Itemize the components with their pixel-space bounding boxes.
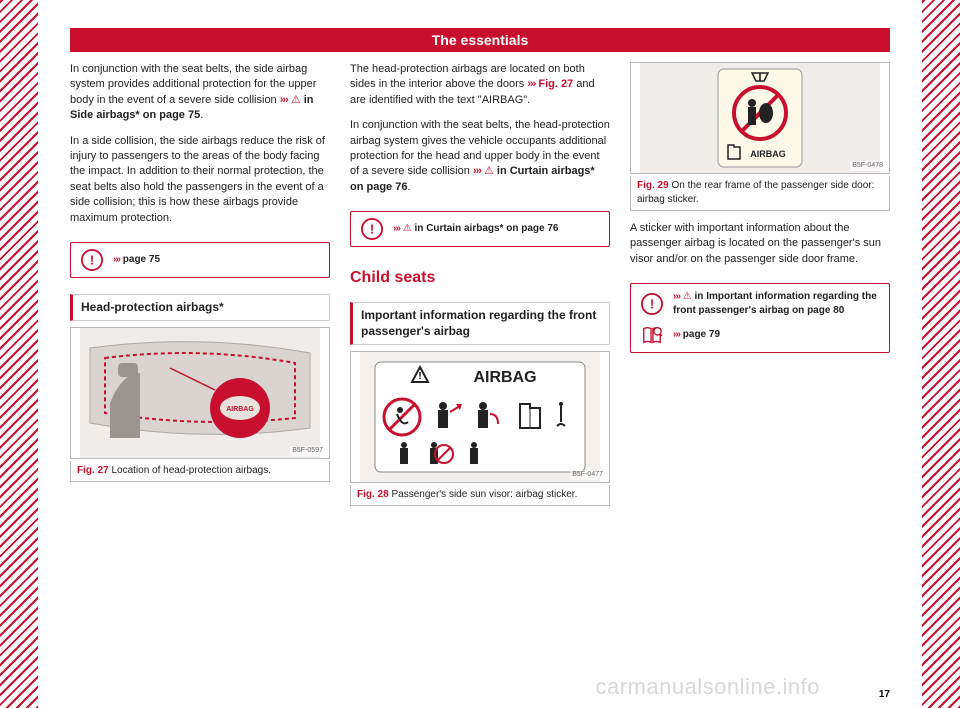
warn-text: ››› page 75 bbox=[113, 253, 160, 267]
text: in Curtain airbags* on page 76 bbox=[415, 223, 559, 234]
figure-27-caption: Fig. 27 Location of head-protection airb… bbox=[70, 461, 330, 482]
col1-para2: In a side collision, the side airbags re… bbox=[70, 134, 330, 226]
section-child-seats: Child seats bbox=[350, 267, 610, 289]
warning-box: ! ››› ⚠ in Curtain airbags* on page 76 bbox=[350, 211, 610, 247]
text: page 79 bbox=[683, 329, 720, 340]
svg-text:!: ! bbox=[90, 252, 94, 267]
warning-box-combined: ! ››› ⚠ in Important information regardi… bbox=[630, 283, 890, 353]
warning-triangle-icon: ⚠ bbox=[683, 291, 692, 302]
heading-head-protection: Head-protection airbags* bbox=[70, 294, 330, 321]
col2-para1: The head-protection airbags are located … bbox=[350, 62, 610, 108]
hatch-right bbox=[922, 0, 960, 708]
warning-icon: ! bbox=[641, 293, 663, 315]
col2-para2: In conjunction with the seat belts, the … bbox=[350, 118, 610, 195]
fig-ref: Fig. 27 bbox=[538, 78, 573, 90]
period: . bbox=[407, 181, 410, 193]
warning-box: ! ››› page 75 bbox=[70, 242, 330, 278]
warn-row-2: ››› page 79 bbox=[641, 324, 881, 346]
chevron-icon: ››› bbox=[673, 291, 680, 302]
warn-text: ››› ⚠ in Important information regarding… bbox=[673, 290, 881, 318]
warning-icon: ! bbox=[361, 218, 383, 240]
chevron-icon: ››› bbox=[473, 165, 481, 177]
col1-para1: In conjunction with the seat belts, the … bbox=[70, 62, 330, 124]
warning-triangle-icon: ⚠ bbox=[403, 223, 412, 234]
fig-caption-text: Passenger's side sun visor: airbag stick… bbox=[391, 489, 577, 500]
fig-number: Fig. 27 bbox=[77, 465, 109, 476]
book-icon bbox=[641, 324, 663, 346]
figure-29-image: ! AIRBAG B5F-0478 bbox=[631, 63, 889, 173]
col3-para1: A sticker with important information abo… bbox=[630, 221, 890, 267]
figure-27: AIRBAG B5F-0597 bbox=[70, 327, 330, 459]
chevron-icon: ››› bbox=[113, 254, 120, 265]
column-3: ! AIRBAG B5F-0478 Fig. 29 On the rear fr… bbox=[630, 62, 890, 680]
warn-text: ››› page 79 bbox=[673, 328, 720, 342]
warn-row-1: ! ››› ⚠ in Important information regardi… bbox=[641, 290, 881, 318]
warning-triangle-icon: ⚠ bbox=[484, 165, 494, 177]
hatch-left bbox=[0, 0, 38, 708]
svg-text:!: ! bbox=[650, 297, 654, 312]
figure-code: B5F-0597 bbox=[290, 446, 325, 456]
figure-28-caption: Fig. 28 Passenger's side sun visor: airb… bbox=[350, 485, 610, 506]
fig-number: Fig. 29 bbox=[637, 180, 669, 191]
svg-text:AIRBAG: AIRBAG bbox=[226, 406, 254, 413]
fig-caption-text: Location of head-protection airbags. bbox=[111, 465, 271, 476]
figure-code: B5F-0477 bbox=[570, 470, 605, 480]
figure-28: ! AIRBAG B5 bbox=[350, 351, 610, 483]
chevron-icon: ››› bbox=[673, 329, 680, 340]
svg-text:!: ! bbox=[370, 222, 374, 237]
svg-text:!: ! bbox=[759, 73, 762, 82]
page-number: 17 bbox=[879, 689, 890, 700]
period: . bbox=[200, 109, 203, 121]
text: in Important information regarding the f… bbox=[673, 291, 877, 316]
watermark: carmanualsonline.info bbox=[595, 674, 820, 700]
figure-code: B5F-0478 bbox=[850, 161, 885, 171]
heading-front-passenger-airbag: Important information regarding the fron… bbox=[350, 302, 610, 346]
warn-row: ! ››› ⚠ in Curtain airbags* on page 76 bbox=[361, 218, 601, 240]
warning-triangle-icon: ⚠ bbox=[291, 94, 301, 106]
column-2: The head-protection airbags are located … bbox=[350, 62, 610, 680]
svg-text:AIRBAG: AIRBAG bbox=[473, 369, 536, 386]
warning-icon: ! bbox=[81, 249, 103, 271]
chevron-icon: ››› bbox=[527, 78, 535, 90]
warn-row: ! ››› page 75 bbox=[81, 249, 321, 271]
svg-text:AIRBAG: AIRBAG bbox=[750, 149, 786, 159]
chevron-icon: ››› bbox=[393, 223, 400, 234]
text: page 75 bbox=[123, 254, 160, 265]
svg-text:!: ! bbox=[418, 371, 421, 382]
page-content: The essentials In conjunction with the s… bbox=[70, 28, 890, 680]
fig-number: Fig. 28 bbox=[357, 489, 389, 500]
warn-text: ››› ⚠ in Curtain airbags* on page 76 bbox=[393, 222, 558, 236]
figure-27-image: AIRBAG B5F-0597 bbox=[71, 328, 329, 458]
fig-caption-text: On the rear frame of the passenger side … bbox=[637, 180, 874, 205]
column-1: In conjunction with the seat belts, the … bbox=[70, 62, 330, 680]
figure-28-image: ! AIRBAG B5 bbox=[351, 352, 609, 482]
figure-29-caption: Fig. 29 On the rear frame of the passeng… bbox=[630, 176, 890, 211]
chevron-icon: ››› bbox=[280, 94, 288, 106]
figure-29: ! AIRBAG B5F-0478 bbox=[630, 62, 890, 174]
page-header: The essentials bbox=[70, 28, 890, 52]
columns: In conjunction with the seat belts, the … bbox=[70, 62, 890, 680]
